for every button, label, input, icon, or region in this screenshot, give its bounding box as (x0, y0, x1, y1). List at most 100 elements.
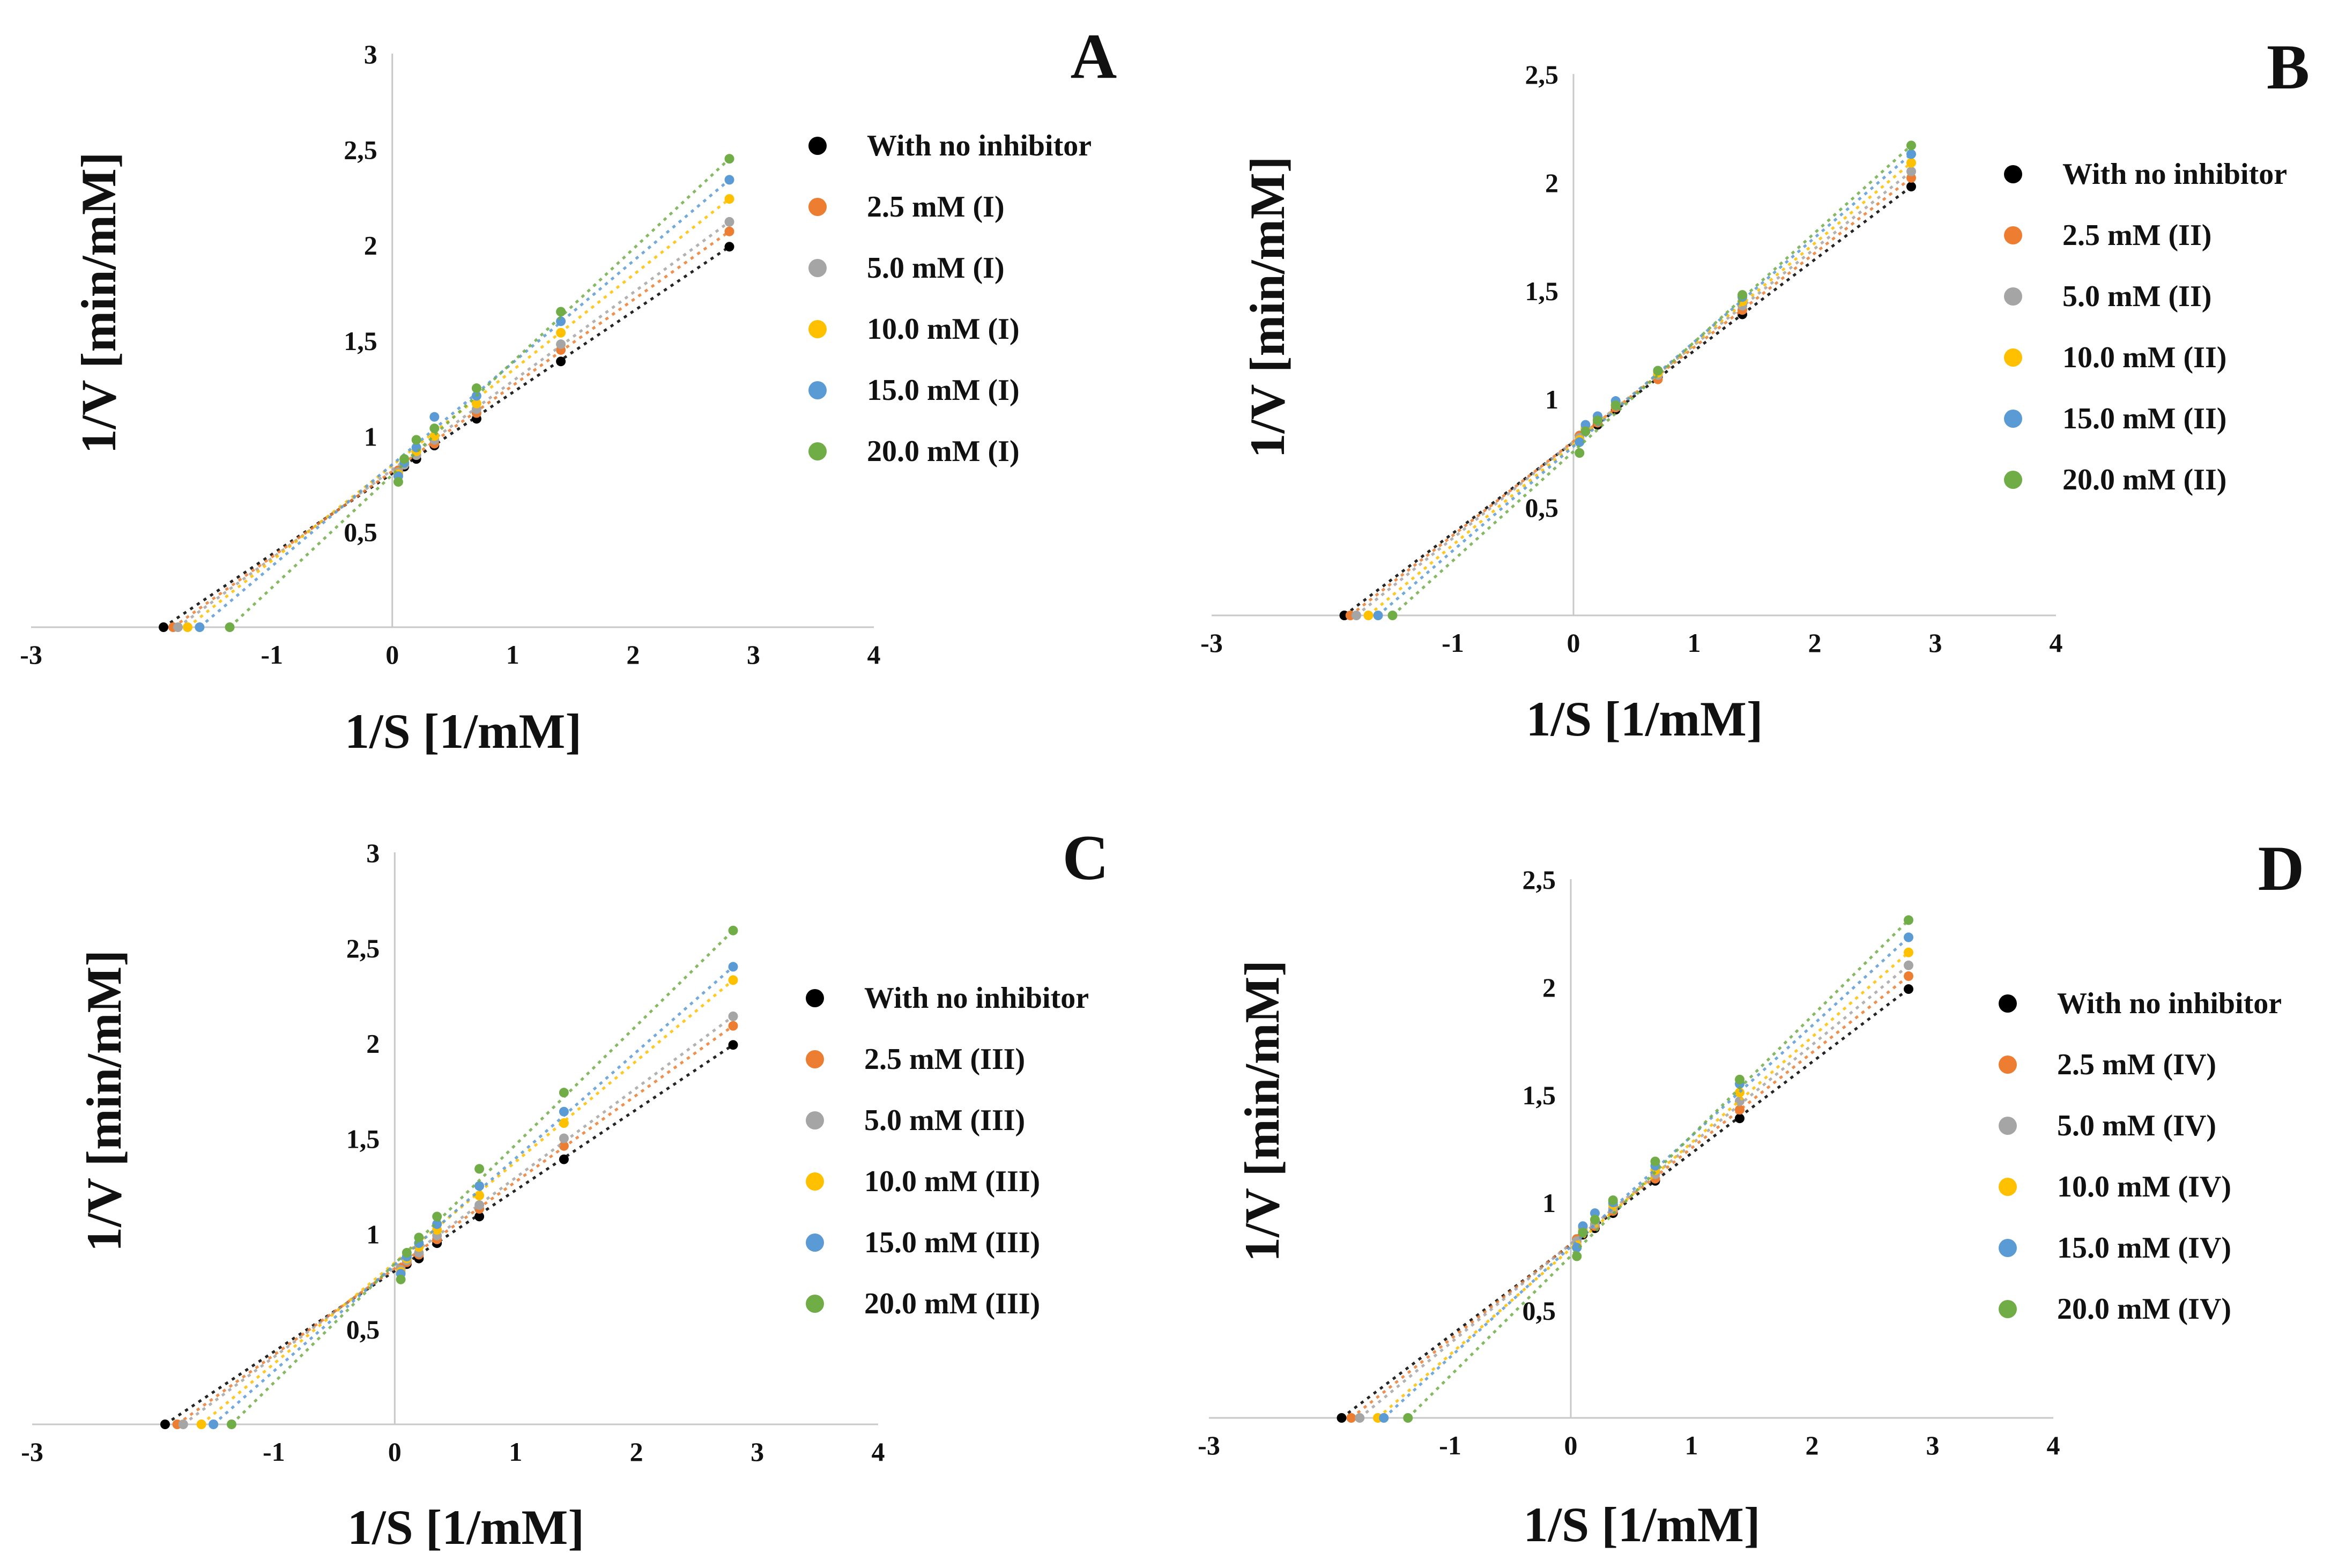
x-tick-label: 4 (872, 1437, 885, 1467)
x-tick-label: 1 (509, 1437, 522, 1467)
legend: With no inhibitor 2.5 mM (II) 5.0 mM (II) 1… (2004, 158, 2287, 496)
data-point (728, 975, 738, 985)
y-tick-label: 2,5 (1523, 865, 1556, 895)
chart-panel-c: -3 -1 0 1 2 3 4 0,5 1 1,5 2 2,5 3 1/S [1/mM] 1/V [min/… (21, 822, 1109, 1555)
data-point (1904, 915, 1913, 925)
legend-marker (2004, 410, 2022, 428)
legend-marker (808, 320, 827, 338)
intercept-point (1379, 1413, 1389, 1423)
legend-marker (1999, 1178, 2017, 1196)
intercept-point (209, 1420, 219, 1429)
data-point (1575, 448, 1585, 458)
legend-marker (808, 442, 827, 460)
x-tick-label: 4 (2047, 1430, 2060, 1460)
series-1 (1346, 971, 1913, 1423)
legend-marker (1999, 1300, 2017, 1318)
x-axis-title: 1/S [1/mM] (345, 704, 582, 759)
trendline (164, 1044, 734, 1426)
data-point (1572, 1243, 1582, 1253)
legend-entry: 10.0 mM (II) (2062, 341, 2226, 374)
x-tick-label: -1 (263, 1437, 285, 1467)
legend-entry: 10.0 mM (I) (867, 313, 1020, 346)
intercept-point (1363, 611, 1374, 620)
legend-marker (1999, 1117, 2017, 1135)
chart-panel-b: -3 -1 0 1 2 3 4 0,5 1 1,5 2 2,5 1/S [1/mM] 1/V [min/m… (1200, 31, 2310, 746)
trendline (1377, 153, 1912, 616)
legend-entry: 5.0 mM (IV) (2057, 1109, 2216, 1142)
y-tick-label: 1 (366, 1219, 380, 1249)
y-axis-title: 1/V [min/mM] (1240, 156, 1295, 458)
data-point (1906, 182, 1916, 192)
intercept-point (225, 622, 235, 632)
data-point (1735, 1113, 1744, 1124)
series-1 (172, 1021, 738, 1429)
data-point (559, 1106, 569, 1117)
trendline (162, 246, 730, 629)
intercept-point (1373, 611, 1383, 620)
legend-marker (808, 259, 827, 277)
chart-panel-a: -3 -1 0 1 2 3 4 0,5 1 1,5 2 2,5 3 1/S [1/mM] 1/V [min/… (20, 20, 1117, 759)
y-tick-label: 2 (366, 1029, 380, 1059)
intercept-point (1403, 1413, 1413, 1423)
data-point (474, 1181, 485, 1191)
data-point (724, 194, 734, 204)
data-point (559, 1133, 569, 1143)
intercept-point (160, 1420, 170, 1429)
x-tick-label: 1 (1685, 1430, 1698, 1460)
y-tick-label: 1,5 (1523, 1080, 1556, 1110)
series-3 (182, 194, 734, 632)
y-tick-label: 2,5 (344, 135, 377, 165)
x-tick-label: 3 (751, 1437, 764, 1467)
series-2 (173, 217, 734, 632)
legend-marker (1999, 1056, 2017, 1074)
data-point (556, 307, 566, 317)
intercept-point (195, 622, 205, 632)
data-point (1906, 166, 1916, 176)
trendline (1377, 951, 1910, 1419)
y-axis-title: 1/V [min/mM] (71, 152, 126, 454)
data-point (474, 1191, 485, 1201)
legend-entry: 15.0 mM (IV) (2057, 1231, 2231, 1265)
data-point (411, 435, 421, 445)
y-tick-label: 1,5 (346, 1124, 380, 1154)
trendline (1343, 185, 1912, 616)
data-point (1904, 984, 1913, 994)
y-tick-label: 1,5 (344, 326, 377, 356)
y-tick-label: 2,5 (1525, 60, 1559, 90)
legend-marker (1999, 1239, 2017, 1257)
legend: With no inhibitor 2.5 mM (I) 5.0 mM (I) 10.… (808, 129, 1092, 468)
data-point (1904, 960, 1913, 970)
intercept-point (159, 622, 169, 632)
panel-label: B (2267, 31, 2310, 102)
x-tick-label: -1 (261, 640, 283, 670)
trendline (1358, 964, 1910, 1419)
legend-entry: 5.0 mM (II) (2062, 280, 2211, 313)
trendline (187, 198, 731, 628)
legend-entry: With no inhibitor (864, 982, 1089, 1015)
intercept-point (226, 1420, 236, 1429)
data-point (728, 925, 738, 935)
series-0 (1337, 984, 1913, 1423)
data-point (728, 1040, 738, 1050)
x-tick-label: 3 (747, 640, 760, 670)
data-point (1904, 971, 1913, 981)
x-tick-label: 0 (1567, 628, 1580, 658)
data-point (399, 454, 410, 464)
legend-marker (808, 198, 827, 216)
y-tick-label: 1 (1542, 1188, 1556, 1218)
y-tick-label: 2 (364, 231, 377, 261)
data-point (559, 1088, 569, 1098)
legend-entry: With no inhibitor (867, 129, 1092, 162)
series-3 (196, 975, 738, 1429)
trendline (231, 930, 734, 1425)
legend-entry: 5.0 mM (III) (864, 1104, 1025, 1137)
data-point (724, 175, 734, 185)
data-point (396, 1274, 406, 1284)
trendline (1391, 144, 1912, 616)
legend-entry: 2.5 mM (IV) (2057, 1048, 2216, 1081)
series-5 (1403, 915, 1913, 1423)
data-point (1735, 1105, 1744, 1115)
x-axis-title: 1/S [1/mM] (1523, 1497, 1760, 1552)
x-axis-title: 1/S [1/mM] (347, 1500, 584, 1555)
data-point (471, 383, 481, 393)
